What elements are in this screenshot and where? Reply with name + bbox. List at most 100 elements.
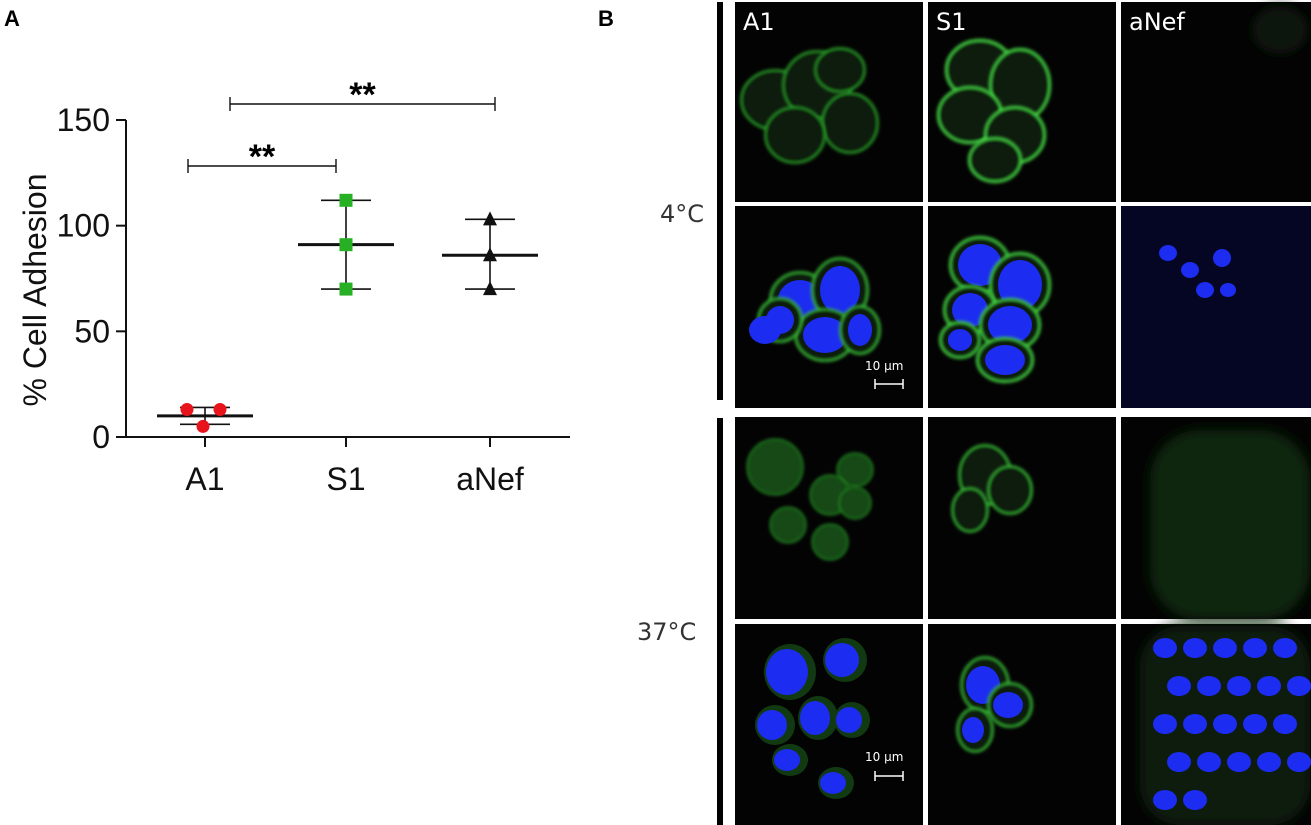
cell-nucleus (1181, 262, 1199, 278)
micrograph-tile (735, 624, 923, 825)
faint-signal (1252, 6, 1308, 54)
cell-outline (764, 106, 826, 164)
cell-nucleus (1287, 676, 1311, 696)
significance-label: ** (249, 138, 276, 176)
data-point-s1 (339, 238, 353, 252)
cell-nucleus (1197, 752, 1221, 772)
cell-outline (838, 486, 872, 520)
cell-outline (987, 465, 1033, 515)
micrograph-tile (928, 417, 1116, 619)
cell-nucleus (1227, 676, 1251, 696)
cell-nucleus (962, 717, 984, 743)
panel-a-letter: A (4, 6, 20, 31)
cell-nucleus (803, 317, 847, 353)
cell-nucleus (1153, 790, 1177, 810)
cell-nucleus (1183, 790, 1207, 810)
cell-nucleus (1220, 283, 1236, 297)
cell-nucleus (1183, 714, 1207, 734)
micrograph-tile (735, 2, 923, 202)
x-tick-label-s1: S1 (326, 461, 365, 497)
divider-bar (717, 418, 723, 825)
micrograph-tile (928, 206, 1116, 408)
data-point-a1 (213, 403, 227, 417)
cell-nucleus (820, 772, 846, 794)
cell-nucleus (1213, 638, 1237, 658)
data-point-anef (483, 281, 497, 296)
micrograph-tile (1121, 624, 1311, 825)
cell-outline (821, 92, 879, 154)
cell-nucleus (1243, 714, 1267, 734)
cell-nucleus (998, 260, 1042, 310)
cell-nucleus (993, 692, 1023, 718)
cell-outline (769, 506, 807, 544)
cell-nucleus (1213, 249, 1231, 267)
y-tick-label: 150 (57, 102, 110, 138)
cell-nucleus (1183, 638, 1207, 658)
panel-b-letter: B (598, 6, 614, 31)
micrograph-tile (1121, 417, 1311, 620)
data-point-anef (483, 211, 497, 226)
data-point-a1 (196, 419, 210, 433)
adhesion-plot: 0 50 100 150 A1 S1 aNef ** ** % Cell Adhesion (17, 76, 570, 497)
scale-bar: 10 µm (865, 750, 904, 781)
micrograph-tile (928, 624, 1116, 825)
data-point-anef (483, 247, 497, 262)
micrograph-tile (735, 206, 923, 408)
micrograph-tile (928, 2, 1116, 202)
cell-outline (951, 487, 989, 533)
cell-nucleus (774, 749, 800, 771)
faint-signal (1150, 430, 1310, 620)
x-tick-label-anef: aNef (456, 461, 524, 497)
micrograph-tile (1121, 2, 1311, 202)
cell-nucleus (985, 345, 1025, 375)
temperature-label-4c: 4°C (660, 200, 704, 228)
cell-nucleus (1213, 714, 1237, 734)
cell-outline (811, 523, 849, 561)
dapi-background (1121, 206, 1311, 408)
x-tick-label-a1: A1 (185, 461, 224, 497)
cell-nucleus (749, 316, 781, 344)
column-label-anef: aNef (1129, 8, 1185, 36)
cell-nucleus (1257, 752, 1281, 772)
y-axis-title: % Cell Adhesion (17, 173, 53, 406)
cell-nucleus (1273, 638, 1297, 658)
cell-outline (746, 438, 804, 496)
cell-outline (967, 136, 1023, 184)
micrograph-background (928, 624, 1116, 825)
cell-nucleus (836, 707, 862, 733)
micrograph-grid: A1 S1 aNef 4°C 37°C 10 µm 10 µm (637, 2, 1311, 825)
micrograph-tile (1121, 206, 1311, 408)
cell-nucleus (1197, 676, 1221, 696)
y-tick-label: 100 (57, 208, 110, 244)
column-label-s1: S1 (936, 8, 967, 36)
cell-nucleus (1153, 638, 1177, 658)
cell-nucleus (1257, 676, 1281, 696)
scale-bar: 10 µm (865, 359, 904, 389)
data-point-s1 (339, 193, 353, 207)
cell-nucleus (757, 710, 787, 740)
data-point-a1 (180, 403, 194, 417)
cell-nucleus (1167, 676, 1191, 696)
cell-nucleus (825, 643, 859, 677)
temperature-label-37c: 37°C (637, 618, 696, 646)
cell-nucleus (1159, 245, 1177, 261)
cell-nucleus (1273, 714, 1297, 734)
cell-nucleus (766, 649, 808, 695)
significance-label: ** (349, 76, 376, 114)
cell-nucleus (988, 306, 1032, 344)
micrograph-tile (735, 417, 923, 619)
cell-nucleus (952, 293, 988, 327)
y-tick-label: 50 (74, 313, 110, 349)
cell-nucleus (1153, 714, 1177, 734)
cell-nucleus (820, 266, 860, 314)
scale-bar-label: 10 µm (865, 359, 903, 373)
cell-nucleus (848, 314, 872, 346)
divider-bar (717, 2, 723, 400)
cell-nucleus (800, 701, 830, 735)
cell-nucleus (1196, 282, 1214, 298)
cell-nucleus (1227, 752, 1251, 772)
cell-nucleus (1243, 638, 1267, 658)
cell-nucleus (948, 329, 972, 351)
cell-outline (814, 47, 866, 93)
